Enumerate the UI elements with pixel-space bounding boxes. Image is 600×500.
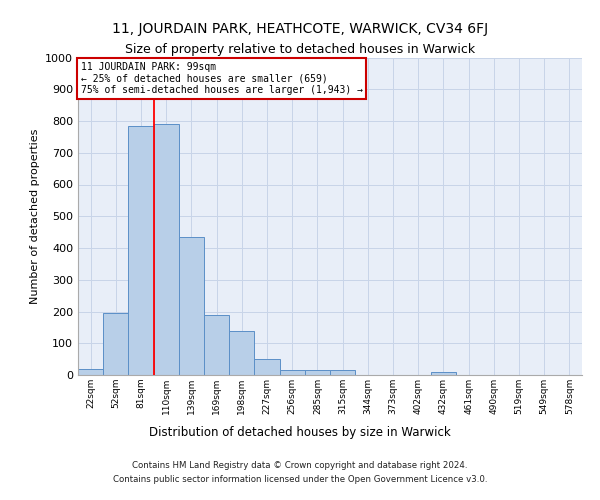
Text: Size of property relative to detached houses in Warwick: Size of property relative to detached ho…: [125, 42, 475, 56]
Bar: [305, 370, 330, 375]
Bar: [103, 313, 128, 375]
Bar: [128, 126, 154, 375]
Text: 11 JOURDAIN PARK: 99sqm
← 25% of detached houses are smaller (659)
75% of semi-d: 11 JOURDAIN PARK: 99sqm ← 25% of detache…: [80, 62, 362, 96]
Text: Distribution of detached houses by size in Warwick: Distribution of detached houses by size …: [149, 426, 451, 439]
Text: 11, JOURDAIN PARK, HEATHCOTE, WARWICK, CV34 6FJ: 11, JOURDAIN PARK, HEATHCOTE, WARWICK, C…: [112, 22, 488, 36]
Bar: [254, 359, 280, 375]
Bar: [154, 124, 179, 375]
Bar: [204, 314, 229, 375]
Bar: [78, 368, 103, 375]
Bar: [280, 370, 305, 375]
Bar: [431, 372, 456, 375]
Y-axis label: Number of detached properties: Number of detached properties: [29, 128, 40, 304]
Text: Contains HM Land Registry data © Crown copyright and database right 2024.: Contains HM Land Registry data © Crown c…: [132, 462, 468, 470]
Text: Contains public sector information licensed under the Open Government Licence v3: Contains public sector information licen…: [113, 476, 487, 484]
Bar: [179, 237, 204, 375]
Bar: [330, 370, 355, 375]
Bar: [229, 330, 254, 375]
